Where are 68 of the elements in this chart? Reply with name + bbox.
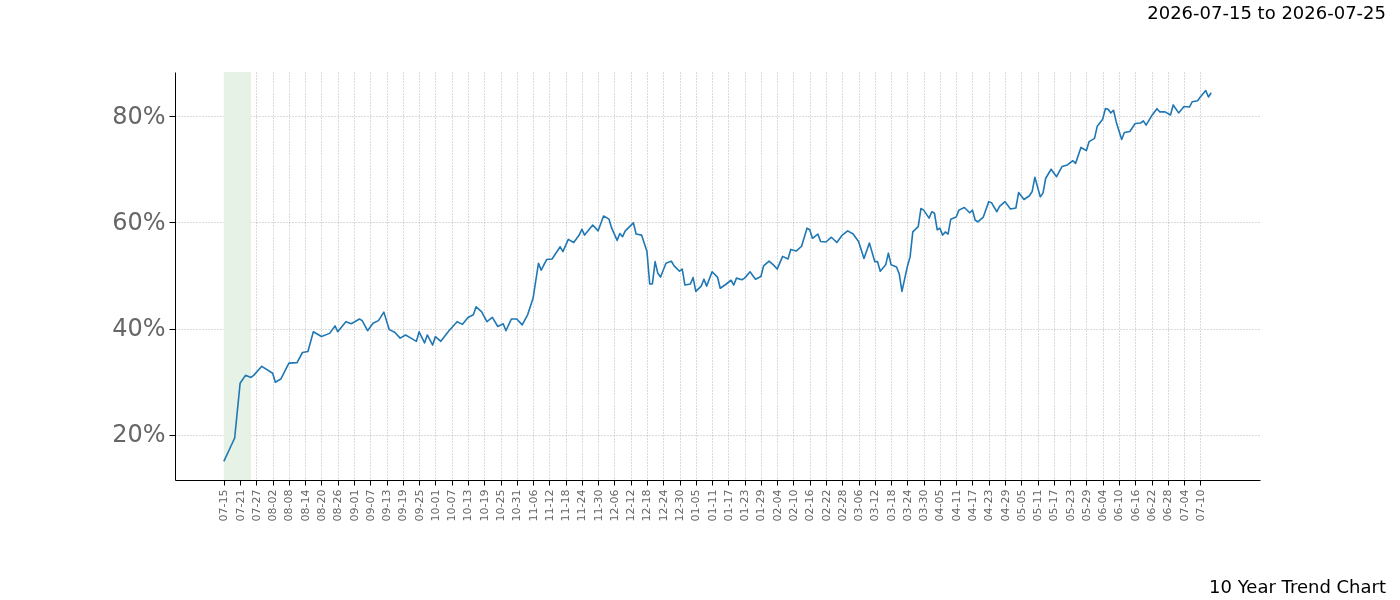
x-tick-label: 06-16 (1128, 489, 1142, 522)
x-tick-label: 02-04 (770, 489, 784, 522)
x-tick-label: 07-10 (1193, 489, 1207, 522)
x-tick-label: 12-18 (640, 489, 654, 522)
x-tick-label: 12-24 (656, 489, 670, 522)
x-tick-label: 02-10 (786, 489, 800, 522)
line-series (223, 89, 1212, 463)
x-tick-label: 10-19 (477, 489, 491, 522)
x-tick-label: 07-15 (217, 489, 231, 522)
x-tick-label: 11-30 (591, 489, 605, 522)
x-tick-label: 05-29 (1079, 489, 1093, 522)
x-tick-label: 02-22 (819, 489, 833, 522)
y-tick-label: 40% (112, 314, 166, 343)
x-tick-label: 05-17 (1047, 489, 1061, 522)
x-tick-label: 08-26 (331, 489, 345, 522)
x-tick-label: 01-11 (705, 489, 719, 522)
x-tick-label: 07-21 (233, 489, 247, 522)
x-tick-label: 07-04 (1177, 489, 1191, 522)
x-tick-label: 06-22 (1145, 489, 1158, 522)
x-tick-label: 06-10 (1112, 489, 1126, 522)
x-tick-label: 05-23 (1063, 489, 1077, 522)
x-tick-label: 10-07 (445, 489, 459, 522)
x-tick-label: 04-05 (933, 489, 947, 522)
x-tick-label: 09-19 (396, 489, 410, 522)
x-tick-label: 10-13 (461, 489, 475, 522)
x-tick-label: 08-02 (266, 489, 280, 522)
x-tick-label: 10-25 (494, 489, 507, 522)
x-tick-label: 10-01 (428, 489, 442, 522)
text: 10 Year Trend Chart (1209, 576, 1386, 597)
x-tick-label: 01-29 (754, 489, 768, 522)
x-tick-label: 02-28 (835, 489, 849, 522)
x-tick-label: 01-23 (738, 489, 752, 522)
x-tick-label: 05-05 (1014, 489, 1028, 522)
x-tick-label: 09-07 (363, 489, 377, 522)
x-tick-label: 04-23 (982, 489, 996, 522)
x-tick-label: 11-12 (542, 489, 556, 522)
x-tick-label: 03-06 (852, 489, 866, 522)
y-tick-label: 20% (112, 420, 166, 449)
x-tick-label: 04-17 (965, 489, 979, 522)
x-tick-label: 12-06 (607, 489, 621, 522)
x-tick-label: 04-29 (998, 489, 1012, 522)
x-tick-label: 08-14 (298, 489, 312, 522)
x-tick-label: 06-28 (1161, 489, 1175, 522)
x-tick-label: 08-20 (314, 489, 328, 522)
x-tick-label: 02-16 (803, 489, 817, 522)
y-tick-label: 80% (112, 101, 166, 130)
x-tick-label: 06-04 (1096, 489, 1110, 522)
x-tick-label: 09-13 (380, 489, 394, 522)
x-tick-label: 12-12 (624, 489, 638, 522)
x-tick-label: 07-27 (249, 489, 263, 522)
x-tick-label: 11-06 (526, 489, 540, 522)
x-tick-label: 12-30 (673, 489, 687, 522)
x-tick-label: 05-11 (1031, 489, 1045, 522)
x-tick-label: 10-31 (510, 489, 524, 522)
x-tick-label: 03-24 (900, 489, 914, 522)
x-tick-label: 03-18 (884, 489, 898, 522)
x-tick-label: 01-17 (721, 489, 735, 522)
x-tick-label: 01-05 (689, 489, 703, 522)
x-tick-label: 04-11 (949, 489, 963, 522)
x-tick-label: 11-24 (575, 489, 589, 522)
x-tick-label: 11-18 (559, 489, 573, 522)
x-tick-label: 08-08 (282, 489, 296, 522)
x-tick-label: 09-25 (412, 489, 426, 522)
x-tick-label: 09-01 (347, 489, 361, 522)
y-tick-label: 60% (112, 207, 166, 236)
chart-title: 2026-07-15 to 2026-07-25 (1147, 2, 1386, 23)
x-tick-label: 03-30 (917, 489, 931, 522)
x-tick-label: 03-12 (868, 489, 882, 522)
